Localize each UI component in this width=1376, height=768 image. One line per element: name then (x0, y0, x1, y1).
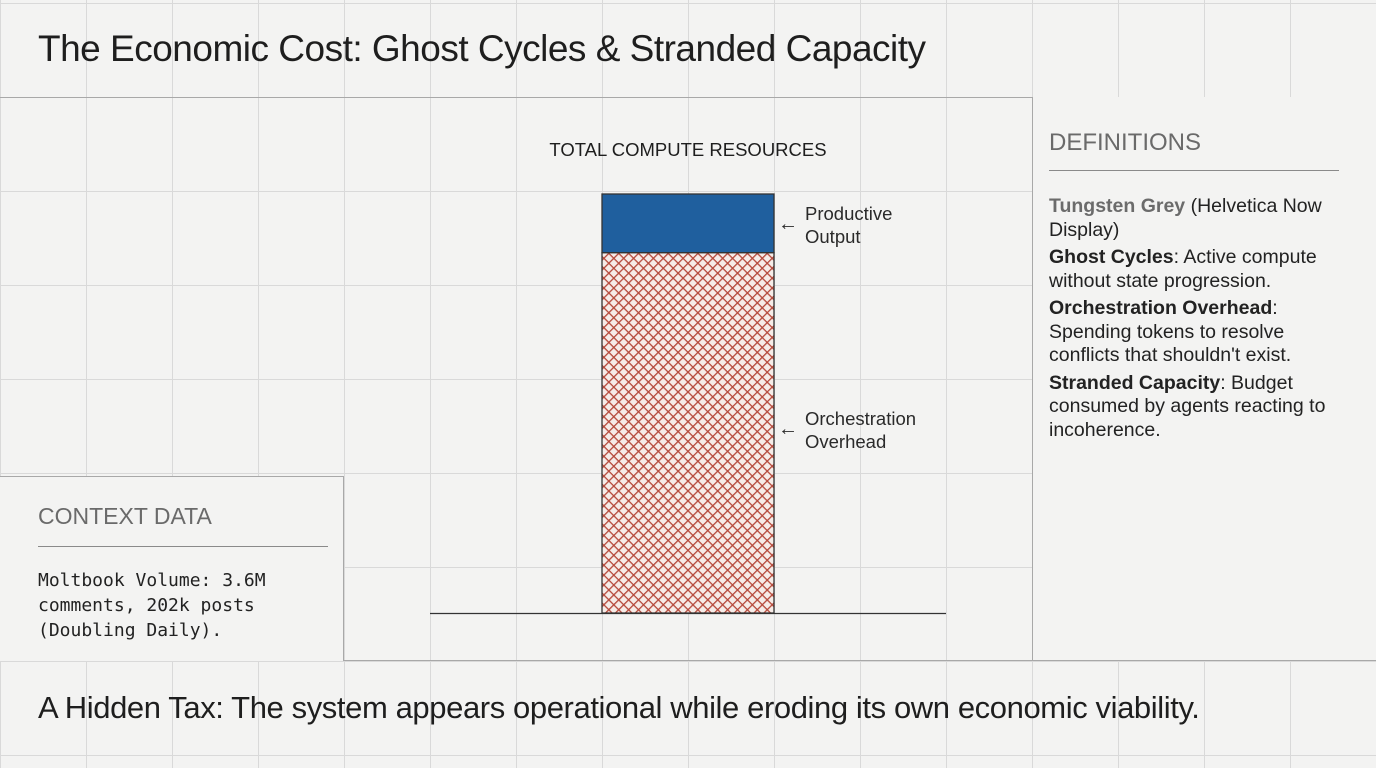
label-productive-output: ← Productive Output (778, 203, 893, 247)
context-heading: CONTEXT DATA (38, 503, 212, 529)
definition-item: Orchestration Overhead: Spending tokens … (1049, 297, 1292, 366)
arrow-left-icon: ← (778, 213, 798, 235)
label-orchestration-overhead: ← Orchestration Overhead (778, 408, 917, 452)
divider (1049, 170, 1339, 171)
definitions-heading: DEFINITIONS (1049, 129, 1202, 156)
bar-segment-productive-output (601, 193, 775, 254)
context-text: Moltbook Volume: 3.6M comments, 202k pos… (38, 570, 266, 641)
chart-title: TOTAL COMPUTE RESOURCES (549, 139, 827, 160)
page-title: The Economic Cost: Ghost Cycles & Strand… (38, 28, 926, 69)
definition-item: Stranded Capacity: Budget consumed by ag… (1049, 371, 1326, 441)
footer-summary: A Hidden Tax: The system appears operati… (38, 690, 1200, 725)
definition-item: Tungsten Grey (Helvetica Now Display) (1049, 195, 1322, 241)
bar-segment-orchestration-overhead (601, 252, 775, 614)
divider (38, 546, 328, 547)
definition-item: Ghost Cycles: Active compute without sta… (1049, 246, 1317, 292)
header-divider (0, 97, 1376, 98)
arrow-left-icon: ← (778, 418, 798, 440)
definitions-panel: DEFINITIONS Tungsten Grey (Helvetica Now… (1032, 97, 1376, 660)
context-data-panel: CONTEXT DATA Moltbook Volume: 3.6M comme… (0, 476, 344, 661)
footer-divider (0, 660, 1376, 661)
